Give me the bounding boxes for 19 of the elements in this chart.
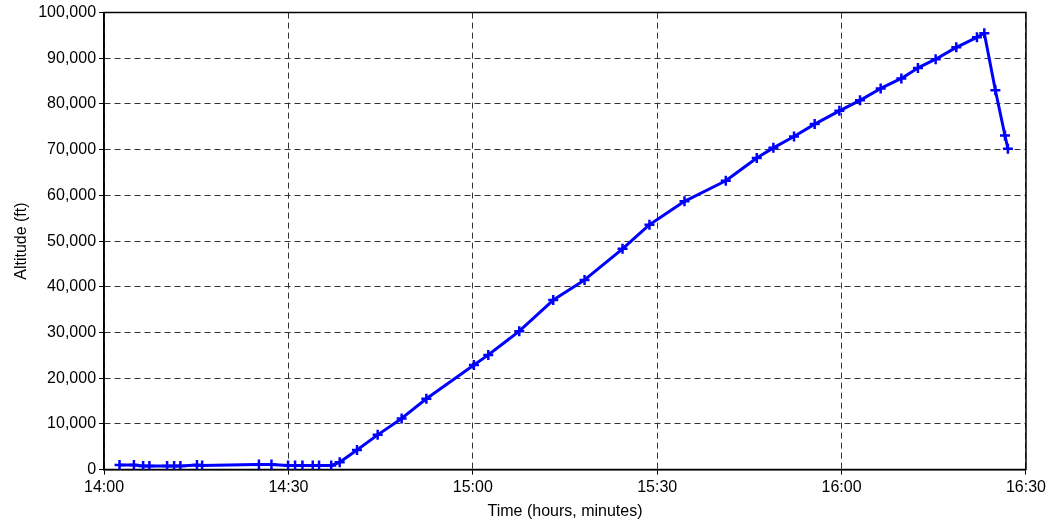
x-tick-label: 15:00 xyxy=(452,477,493,495)
x-tick-label: 15:30 xyxy=(637,477,678,495)
y-tick-label: 80,000 xyxy=(47,94,97,112)
y-tick-label: 90,000 xyxy=(47,48,97,66)
y-axis-title: Altitude (ft) xyxy=(12,202,30,280)
y-tick-label: 30,000 xyxy=(47,322,97,340)
x-axis-title: Time (hours, minutes) xyxy=(487,501,643,519)
x-tick-label: 14:00 xyxy=(84,477,125,495)
y-tick-label: 60,000 xyxy=(47,185,97,203)
x-tick-label: 16:00 xyxy=(821,477,862,495)
y-tick-label: 0 xyxy=(87,460,97,478)
y-tick-label: 10,000 xyxy=(47,414,97,432)
x-tick-label: 14:30 xyxy=(268,477,309,495)
y-tick-label: 70,000 xyxy=(47,140,97,158)
y-tick-label: 50,000 xyxy=(47,231,97,249)
x-tick-label: 16:30 xyxy=(1005,477,1047,495)
y-tick-label: 100,000 xyxy=(38,3,97,21)
y-tick-label: 20,000 xyxy=(47,368,97,386)
y-tick-label: 40,000 xyxy=(47,277,97,295)
